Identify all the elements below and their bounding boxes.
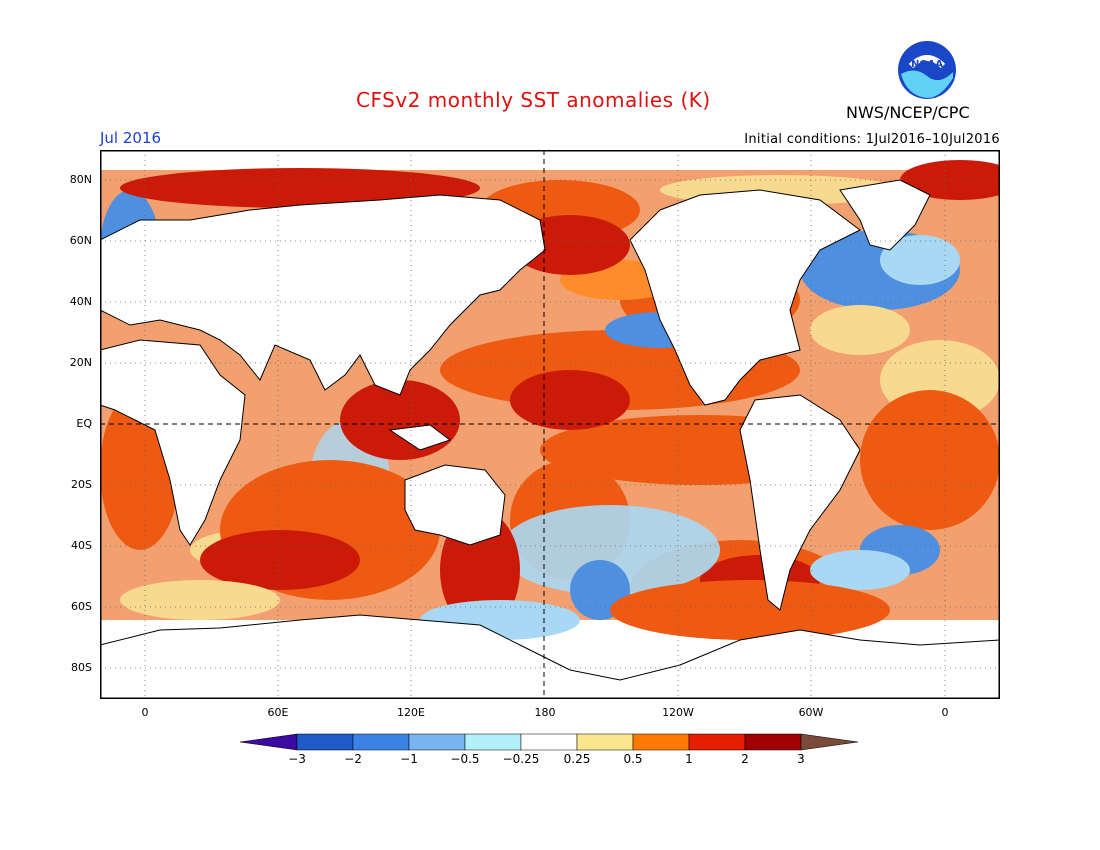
colorbar-box	[520, 733, 578, 751]
anomaly-patch	[880, 235, 960, 285]
colorbar-box	[408, 733, 466, 751]
lon-tick-label: 120W	[662, 706, 694, 719]
land-masses	[100, 179, 1000, 699]
anomaly-patch	[200, 530, 360, 590]
colorbar-label: −3	[288, 752, 306, 766]
colorbar-label: −0.5	[450, 752, 480, 766]
colorbar-label: 1	[685, 752, 693, 766]
lat-tick-label: 80N	[69, 173, 92, 186]
africa	[100, 339, 246, 546]
antarctica	[100, 614, 1000, 699]
anomaly-field	[100, 160, 1000, 640]
colorbar-box	[632, 733, 690, 751]
chart-title: CFSv2 monthly SST anomalies (K)	[356, 88, 711, 112]
colorbar-min-arrow	[239, 733, 298, 751]
reference-lines	[100, 150, 1000, 699]
colorbar-box	[352, 733, 410, 751]
colorbar-box	[576, 733, 634, 751]
lat-tick-label: 60S	[71, 600, 92, 613]
south-america	[739, 394, 861, 611]
lon-tick-label: 60E	[267, 706, 289, 719]
initial-conditions: Initial conditions: 1Jul2016–10Jul2016	[744, 132, 1000, 147]
anomaly-patch	[510, 370, 630, 430]
lat-tick-label: 20S	[71, 478, 92, 491]
anomaly-patch	[610, 580, 890, 640]
eurasia	[100, 194, 546, 396]
anomaly-patch	[120, 580, 280, 620]
forecast-month: Jul 2016	[100, 129, 162, 147]
colorbar-label: 2	[741, 752, 749, 766]
lat-tick-label: 40N	[69, 295, 92, 308]
colorbar-label: −2	[344, 752, 362, 766]
anomaly-patch	[810, 550, 910, 590]
graticule	[100, 150, 1000, 699]
sst-anomaly-map	[100, 150, 1000, 699]
map-frame	[100, 150, 1000, 699]
colorbar-label: −1	[400, 752, 418, 766]
colorbar-label: 3	[797, 752, 805, 766]
lon-tick-label: 120E	[397, 706, 425, 719]
colorbar-box	[296, 733, 354, 751]
anomaly-patch	[860, 390, 1000, 530]
north-america	[629, 189, 861, 406]
colorbar-label: 0.25	[563, 752, 591, 766]
anomaly-patch	[120, 168, 480, 208]
noaa-logo-text: NOAA	[911, 59, 943, 70]
lon-tick-label: 0	[141, 706, 149, 719]
colorbar-box	[688, 733, 746, 751]
indonesia	[388, 424, 452, 451]
noaa-logo: NOAA	[897, 40, 957, 100]
lon-tick-label: 180	[534, 706, 556, 719]
lon-tick-label: 60W	[798, 706, 824, 719]
colorbar-box	[744, 733, 802, 751]
lat-tick-label: 20N	[69, 356, 92, 369]
colorbar-box	[464, 733, 522, 751]
agency-label: NWS/NCEP/CPC	[846, 103, 970, 122]
anomaly-patch	[810, 305, 910, 355]
lat-tick-label: 40S	[71, 539, 92, 552]
colorbar-max-arrow	[800, 733, 859, 751]
lat-tick-label: 80S	[71, 661, 92, 674]
lat-tick-label: EQ	[76, 417, 92, 430]
anomaly-patch	[500, 505, 720, 595]
lat-tick-label: 60N	[69, 234, 92, 247]
colorbar-label: −0.25	[502, 752, 540, 766]
greenland	[839, 179, 931, 251]
lon-tick-label: 0	[941, 706, 949, 719]
colorbar-label: 0.5	[623, 752, 643, 766]
